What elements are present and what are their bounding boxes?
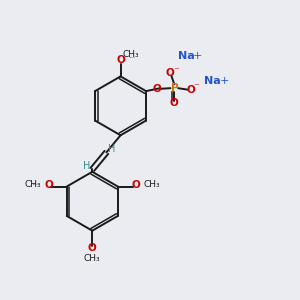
Text: O: O	[88, 243, 97, 253]
Text: methoxy: methoxy	[33, 184, 40, 185]
Text: methoxy: methoxy	[130, 57, 136, 58]
Text: ⁻: ⁻	[173, 66, 179, 76]
Text: +: +	[193, 51, 203, 61]
Text: H: H	[108, 144, 116, 154]
Text: CH₃: CH₃	[143, 180, 160, 189]
Text: O: O	[131, 180, 140, 190]
Text: O: O	[186, 85, 195, 94]
Text: O: O	[116, 55, 125, 65]
Text: O: O	[153, 84, 162, 94]
Text: CH₃: CH₃	[84, 254, 101, 263]
Text: H: H	[83, 161, 91, 172]
Text: CH₃: CH₃	[25, 180, 41, 189]
Text: O: O	[45, 180, 53, 190]
Text: CH₃: CH₃	[122, 50, 139, 59]
Text: Na: Na	[204, 76, 221, 86]
Text: +: +	[220, 76, 229, 86]
Text: O: O	[170, 98, 179, 109]
Text: ⁻: ⁻	[194, 82, 199, 93]
Text: P: P	[170, 83, 178, 93]
Text: O: O	[166, 68, 174, 78]
Text: Na: Na	[178, 51, 194, 61]
